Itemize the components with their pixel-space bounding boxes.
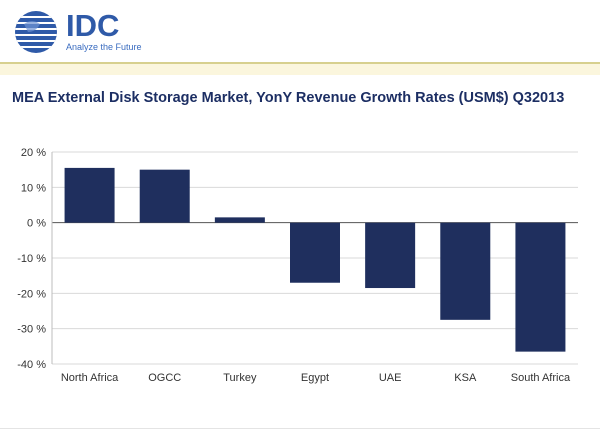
globe-icon: [15, 11, 57, 53]
y-tick-label: -40 %: [17, 359, 46, 371]
footer-divider: [0, 428, 600, 429]
y-tick-label: -10 %: [17, 253, 46, 265]
y-tick-label: 20 %: [21, 147, 46, 159]
x-tick-label: South Africa: [511, 372, 571, 384]
bar-north-africa: [64, 167, 115, 223]
header-band: [0, 62, 600, 75]
y-tick-label: 10 %: [21, 182, 46, 194]
x-tick-label: UAE: [379, 372, 402, 384]
logo-wordmark: IDC: [66, 8, 120, 43]
y-tick-label: -20 %: [17, 288, 46, 300]
idc-logo: IDC Analyze the Future: [14, 8, 144, 54]
x-tick-label: Turkey: [223, 372, 257, 384]
bar-ogcc: [139, 169, 190, 223]
y-tick-label: -30 %: [17, 324, 46, 336]
bar-uae: [365, 222, 416, 289]
logo-tagline: Analyze the Future: [66, 42, 142, 52]
x-tick-label: KSA: [454, 372, 477, 384]
bar-egypt: [290, 222, 340, 283]
y-tick-label: 0 %: [27, 218, 46, 230]
bar-turkey: [214, 217, 265, 223]
x-tick-label: Egypt: [301, 372, 329, 384]
header: IDC Analyze the Future: [0, 0, 600, 62]
x-tick-label: OGCC: [148, 372, 181, 384]
bar-south-africa: [515, 222, 566, 352]
bar-ksa: [440, 222, 491, 320]
chart-title: MEA External Disk Storage Market, YonY R…: [12, 90, 565, 106]
x-tick-label: North Africa: [61, 372, 119, 384]
